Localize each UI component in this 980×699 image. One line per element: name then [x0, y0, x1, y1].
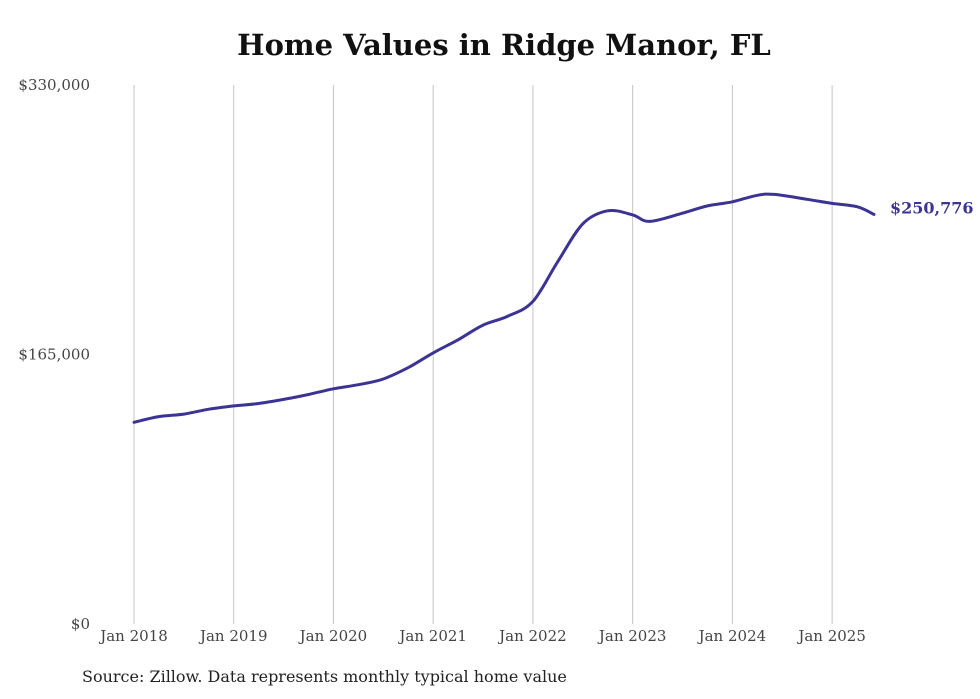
home-value-line	[132, 192, 876, 424]
x-axis-labels: Jan 2018 Jan 2019 Jan 2020 Jan 2021 Jan 2022…	[98, 627, 866, 645]
source-note: Source: Zillow. Data represents monthly …	[82, 667, 567, 686]
y-tick-label: $165,000	[18, 346, 90, 364]
x-tick-label: Jan 2020	[298, 627, 368, 645]
x-tick-label: Jan 2022	[497, 627, 567, 645]
chart-title: Home Values in Ridge Manor, FL	[237, 28, 771, 62]
chart-area: $0$165,000$330,000 Jan 2018 Jan 2019 Jan 2…	[18, 76, 974, 645]
x-tick-label: Jan 2023	[597, 627, 667, 645]
y-tick-label: $330,000	[18, 76, 90, 94]
x-tick-label: Jan 2019	[198, 627, 268, 645]
gridlines	[133, 85, 833, 624]
y-tick-label: $0	[71, 615, 90, 633]
x-tick-label: Jan 2025	[796, 627, 866, 645]
x-tick-label: Jan 2021	[397, 627, 467, 645]
last-value-label: $250,776	[890, 198, 974, 217]
x-tick-label: Jan 2024	[697, 627, 767, 645]
x-tick-label: Jan 2018	[98, 627, 168, 645]
y-axis-labels: $0 $165,000 $330,000	[18, 76, 90, 633]
